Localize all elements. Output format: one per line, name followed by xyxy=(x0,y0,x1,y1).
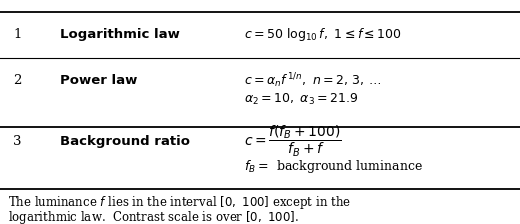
Text: 2: 2 xyxy=(13,74,21,87)
Text: 1: 1 xyxy=(13,28,21,41)
Text: 3: 3 xyxy=(13,135,21,148)
Text: $\alpha_2 = 10,\ \alpha_3 = 21.9$: $\alpha_2 = 10,\ \alpha_3 = 21.9$ xyxy=(244,92,359,107)
Text: Logarithmic law: Logarithmic law xyxy=(60,28,180,41)
Text: $c = \alpha_n f^{\,1/n},\ n = 2,\,3,\,\ldots$: $c = \alpha_n f^{\,1/n},\ n = 2,\,3,\,\l… xyxy=(244,71,382,90)
Text: Background ratio: Background ratio xyxy=(60,135,190,148)
Text: $f_B =\,$ background luminance: $f_B =\,$ background luminance xyxy=(244,158,423,175)
Text: The luminance $f$ lies in the interval $[0,\ 100]$ except in the: The luminance $f$ lies in the interval $… xyxy=(8,194,351,211)
Text: Power law: Power law xyxy=(60,74,137,87)
Text: logarithmic law.  Contrast scale is over $[0,\ 100]$.: logarithmic law. Contrast scale is over … xyxy=(8,209,298,224)
Text: $c = 50\ \log_{10} f,\ 1 \leq f \leq 100$: $c = 50\ \log_{10} f,\ 1 \leq f \leq 100… xyxy=(244,26,402,43)
Text: $c = \dfrac{f(f_B + 100)}{f_B + f}$: $c = \dfrac{f(f_B + 100)}{f_B + f}$ xyxy=(244,124,342,159)
